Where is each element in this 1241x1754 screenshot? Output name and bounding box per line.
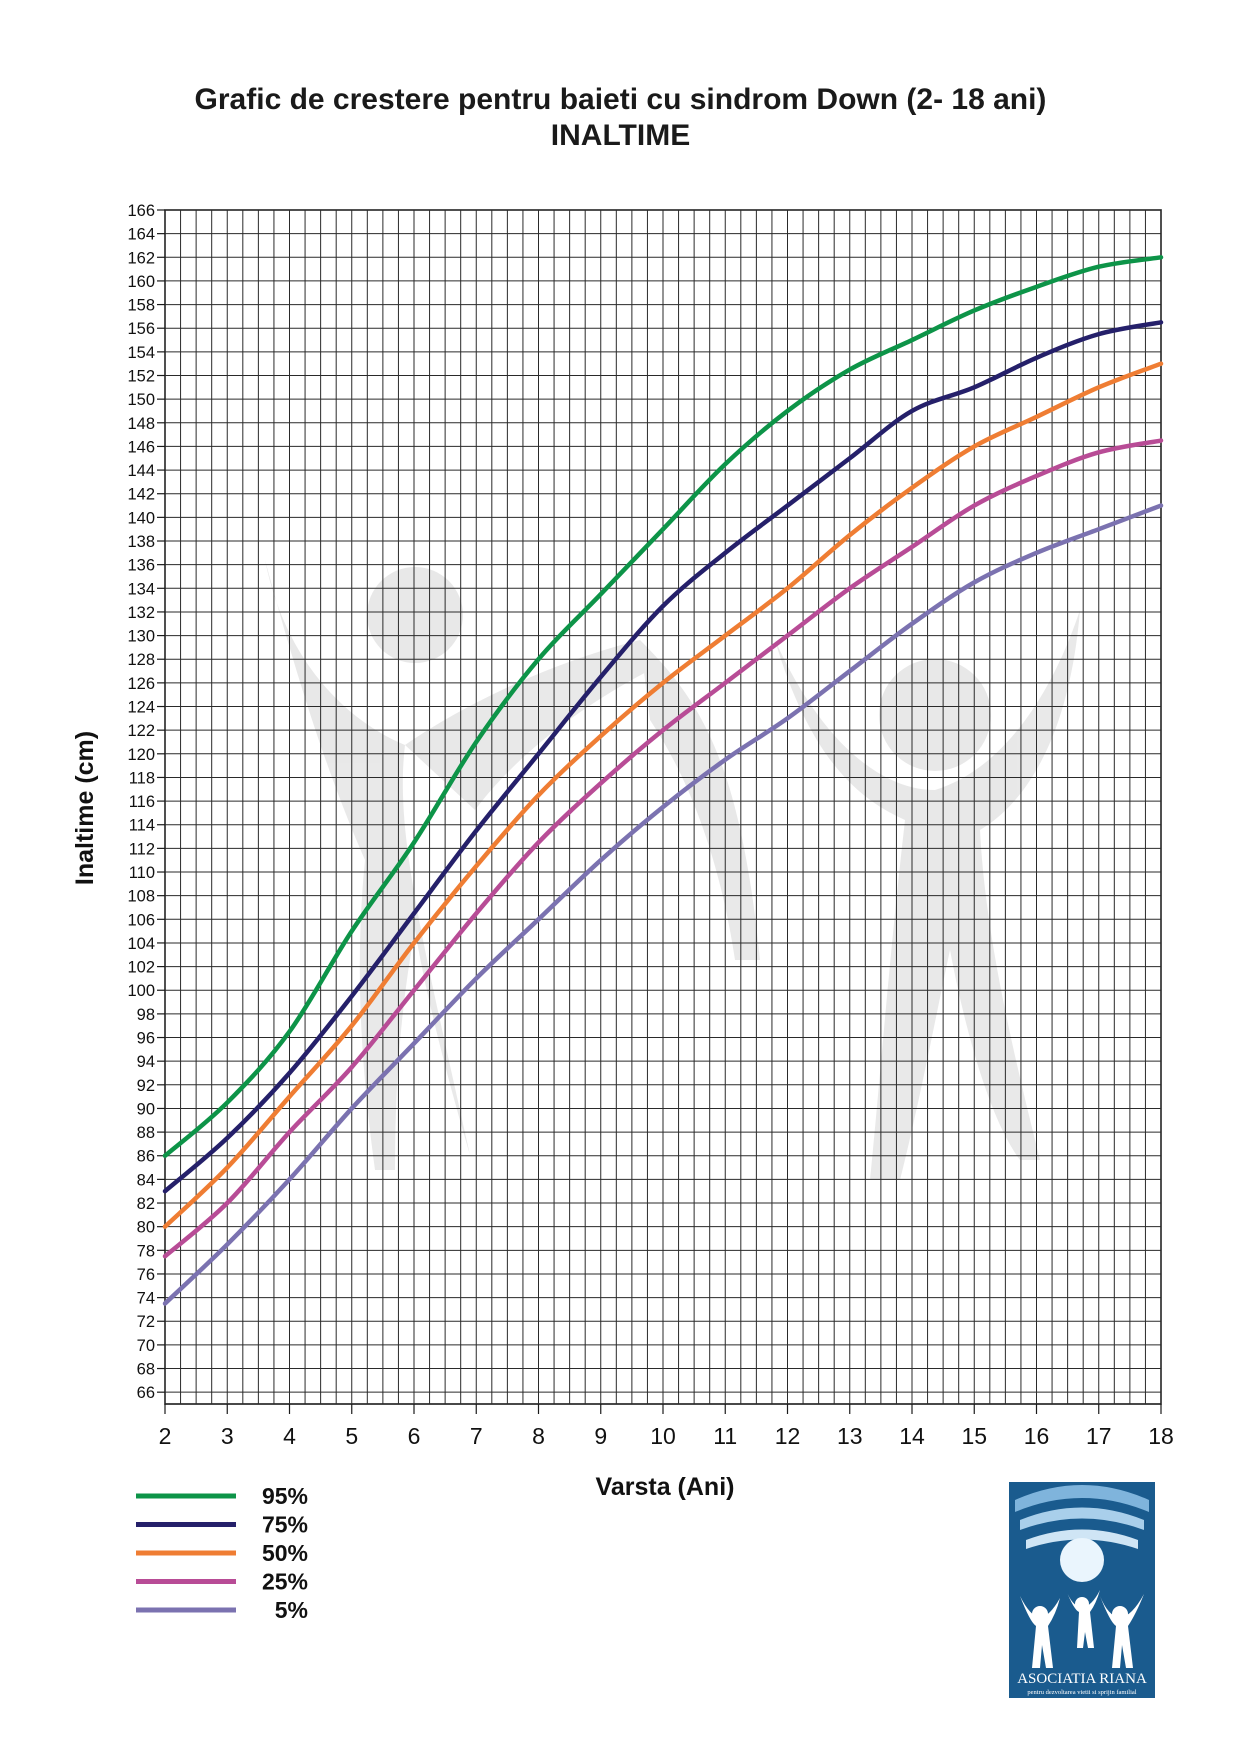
series-line-95pct	[162, 255, 1164, 1158]
logo-tagline: pentru dezvoltarea vietii si sprijin fam…	[1027, 1689, 1136, 1696]
y-tick-label: 160	[127, 273, 155, 291]
y-tick-label: 112	[129, 840, 155, 858]
y-tick-label: 156	[127, 320, 155, 338]
y-axis-label: Inaltime (cm)	[71, 731, 99, 885]
legend-label: 50%	[262, 1540, 308, 1566]
x-tick-label: 13	[837, 1423, 863, 1449]
y-tick-label: 116	[129, 793, 155, 811]
y-tick-label: 158	[127, 297, 155, 315]
y-tick-label: 118	[129, 769, 155, 787]
y-tick-label: 108	[127, 888, 155, 906]
y-tick-label: 126	[127, 675, 155, 693]
x-tick-label: 3	[221, 1423, 234, 1449]
y-tick-label: 100	[127, 982, 155, 1000]
x-axis-label: Varsta (Ani)	[596, 1473, 735, 1501]
x-axis-ticks: 2 3 4 5 6 7 8 9 10 11 12 13 14 15 16 17 18	[159, 1404, 1174, 1449]
y-tick-label: 96	[137, 1030, 155, 1048]
y-tick-label: 110	[129, 864, 155, 882]
series-line-50pct	[162, 361, 1164, 1229]
series-lines	[162, 255, 1164, 1306]
y-tick-label: 130	[127, 628, 155, 646]
y-tick-label: 94	[137, 1053, 155, 1071]
y-tick-label: 138	[127, 533, 155, 551]
y-tick-label: 124	[127, 699, 155, 717]
series-line-5pct	[162, 503, 1164, 1306]
y-tick-label: 150	[127, 391, 155, 409]
logo: ASOCIATIA RIANA pentru dezvoltarea vieti…	[1009, 1482, 1155, 1698]
y-tick-label: 84	[137, 1171, 155, 1189]
legend: 95% 75%50% 25%5%	[136, 1483, 308, 1623]
x-tick-label: 6	[408, 1423, 421, 1449]
series-line-25pct	[162, 438, 1164, 1259]
y-tick-label: 146	[127, 438, 155, 456]
logo-book-icon	[1015, 1485, 1149, 1512]
y-tick-label: 134	[127, 580, 155, 598]
chart-title: Grafic de crestere pentru baieti cu sind…	[194, 83, 1047, 116]
x-tick-label: 12	[775, 1423, 801, 1449]
x-tick-label: 8	[532, 1423, 545, 1449]
y-tick-label: 80	[137, 1219, 155, 1237]
y-tick-label: 122	[127, 722, 155, 740]
logo-name: ASOCIATIA RIANA	[1017, 1671, 1147, 1687]
y-tick-label: 140	[127, 509, 155, 527]
logo-people-icon	[1020, 1590, 1144, 1668]
legend-label: 5%	[275, 1597, 308, 1623]
y-tick-label: 104	[127, 935, 155, 953]
y-tick-label: 90	[137, 1100, 155, 1118]
chart-subtitle: INALTIME	[550, 119, 691, 152]
y-tick-label: 74	[137, 1290, 155, 1308]
x-tick-label: 5	[345, 1423, 358, 1449]
y-tick-label: 92	[137, 1077, 155, 1095]
y-tick-label: 98	[137, 1006, 155, 1024]
y-tick-label: 66	[137, 1384, 155, 1402]
legend-label: 95%	[262, 1483, 308, 1509]
y-tick-label: 68	[137, 1361, 155, 1379]
y-tick-label: 142	[127, 486, 155, 504]
x-tick-label: 17	[1086, 1423, 1112, 1449]
logo-light-icon	[1060, 1538, 1104, 1582]
y-tick-label: 136	[127, 557, 155, 575]
y-tick-label: 164	[127, 226, 155, 244]
y-tick-label: 144	[127, 462, 155, 480]
y-tick-label: 86	[137, 1148, 155, 1166]
y-tick-label: 106	[127, 911, 155, 929]
y-tick-label: 76	[137, 1266, 155, 1284]
x-tick-label: 11	[713, 1423, 737, 1449]
y-tick-label: 102	[127, 959, 155, 977]
x-tick-label: 14	[899, 1423, 925, 1449]
y-tick-label: 114	[129, 817, 155, 835]
y-tick-label: 166	[127, 202, 155, 220]
y-tick-label: 152	[127, 368, 155, 386]
y-tick-label: 128	[127, 651, 155, 669]
x-tick-label: 18	[1148, 1423, 1174, 1449]
y-tick-label: 148	[127, 415, 155, 433]
y-tick-label: 132	[127, 604, 155, 622]
y-tick-label: 120	[127, 746, 155, 764]
x-tick-label: 2	[159, 1423, 172, 1449]
legend-label: 75%	[262, 1512, 308, 1538]
y-tick-label: 154	[127, 344, 155, 362]
y-tick-label: 70	[137, 1337, 155, 1355]
x-tick-label: 7	[470, 1423, 483, 1449]
x-tick-label: 9	[594, 1423, 607, 1449]
legend-label: 25%	[262, 1569, 308, 1595]
grid	[164, 209, 1162, 1405]
x-tick-label: 16	[1024, 1423, 1050, 1449]
y-tick-label: 72	[137, 1313, 155, 1331]
series-line-75pct	[162, 320, 1164, 1194]
y-axis-ticks: 66 68 70 72 74 76 78 80 82 84 86 88 90 92 94 96 98 100 102…	[127, 202, 165, 1402]
y-tick-label: 162	[127, 249, 155, 267]
y-tick-label: 88	[137, 1124, 155, 1142]
x-tick-label: 15	[961, 1423, 987, 1449]
y-tick-label: 82	[137, 1195, 155, 1213]
x-tick-label: 4	[283, 1423, 296, 1449]
watermark-figures	[265, 560, 1080, 1180]
x-tick-label: 10	[650, 1423, 676, 1449]
y-tick-label: 78	[137, 1242, 155, 1260]
